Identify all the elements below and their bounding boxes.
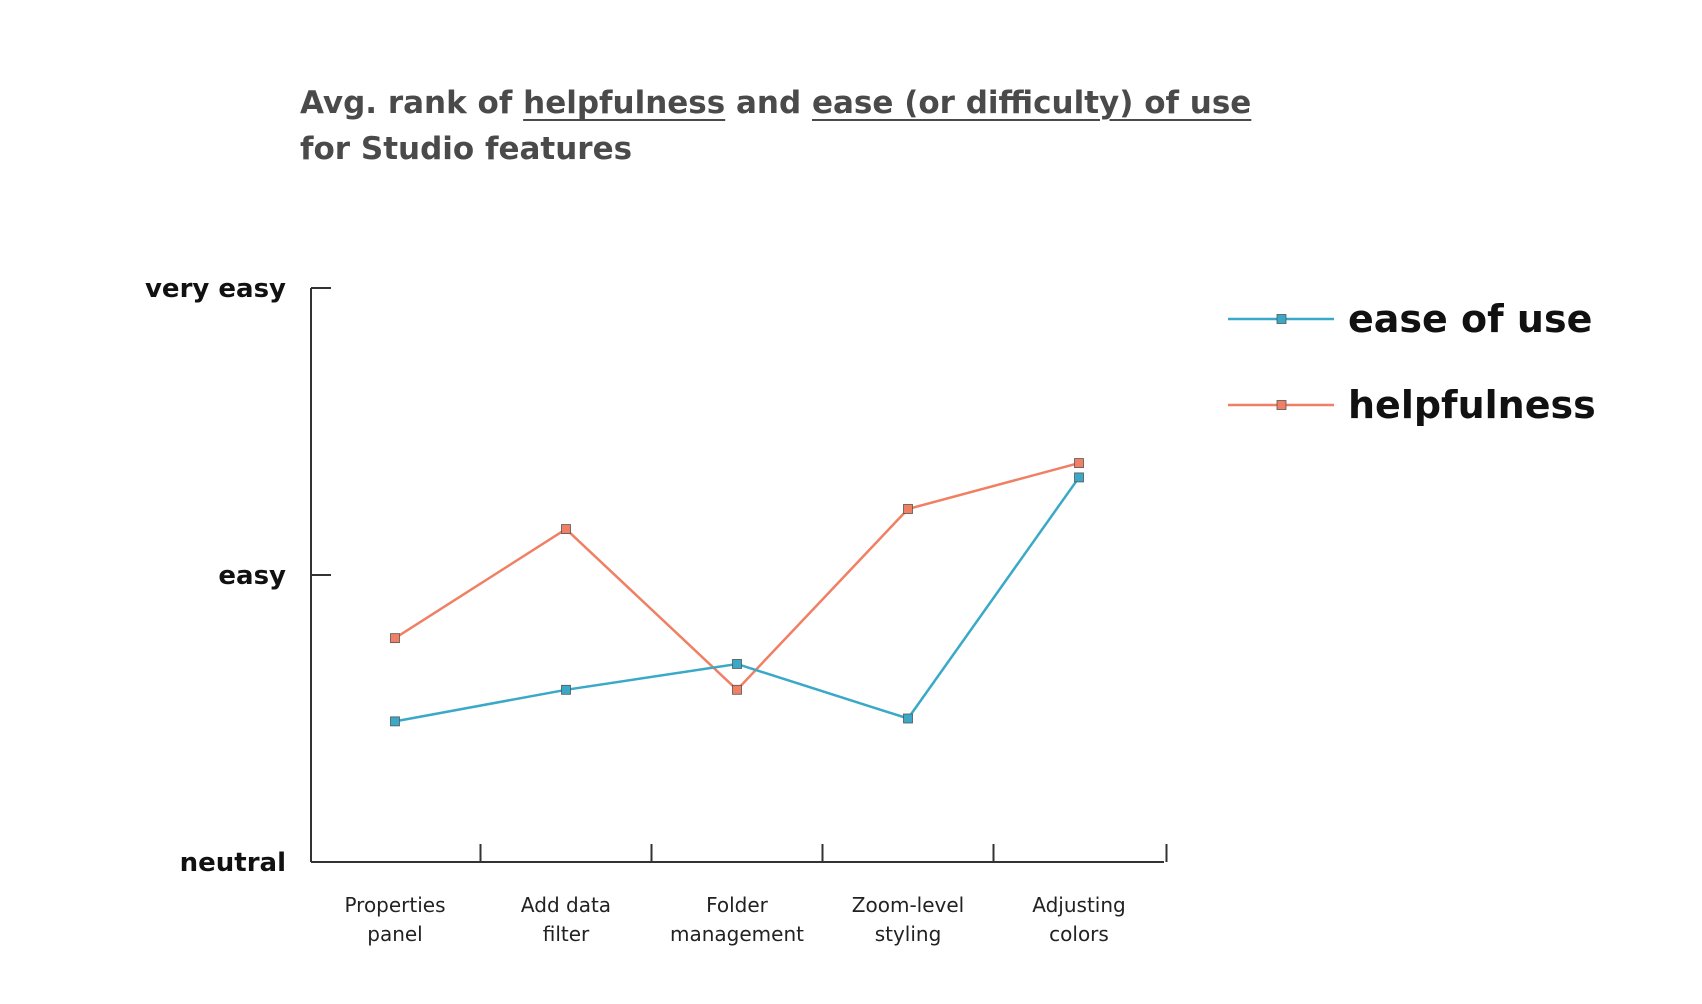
y-tick-label: very easy xyxy=(145,274,286,304)
x-tick-label: Zoom-level styling xyxy=(852,893,964,946)
data-point-ease-of-use xyxy=(903,713,913,724)
data-point-helpfulness xyxy=(732,684,742,695)
data-point-helpfulness xyxy=(903,504,913,514)
chart-title: Avg. rank of helpfulness and ease (or di… xyxy=(300,80,1251,172)
data-point-ease-of-use xyxy=(732,659,742,669)
legend-marker-helpfulness xyxy=(1276,400,1287,410)
legend-label-helpfulness: helpfulness xyxy=(1348,383,1596,427)
y-tick-label: easy xyxy=(218,561,286,591)
data-point-helpfulness xyxy=(390,633,400,644)
title-text-and: and xyxy=(725,85,812,121)
x-tick-label: Add data filter xyxy=(521,893,611,946)
title-helpfulness: helpfulness xyxy=(523,85,726,121)
data-point-ease-of-use xyxy=(390,716,400,727)
x-tick-label: Properties panel xyxy=(344,893,445,946)
data-point-ease-of-use xyxy=(561,684,571,695)
title-line-2: for Studio features xyxy=(300,131,633,167)
x-tick-label: Folder management xyxy=(670,893,804,946)
data-point-helpfulness xyxy=(1074,458,1084,468)
series-line-ease-of-use xyxy=(394,476,1081,723)
legend-marker-ease-of-use xyxy=(1276,314,1287,324)
x-tick-label: Adjusting colors xyxy=(1032,893,1125,946)
legend-label-ease-of-use: ease of use xyxy=(1348,297,1592,341)
data-point-ease-of-use xyxy=(1074,472,1084,483)
series-line-helpfulness xyxy=(394,461,1080,692)
title-text-1: Avg. rank of xyxy=(300,85,524,121)
y-tick-label: neutral xyxy=(180,848,286,878)
title-ease-of-use: ease (or difficulty) of use xyxy=(811,85,1252,121)
title-line-1: Avg. rank of helpfulness and ease (or di… xyxy=(300,80,1251,126)
data-point-helpfulness xyxy=(561,524,571,534)
